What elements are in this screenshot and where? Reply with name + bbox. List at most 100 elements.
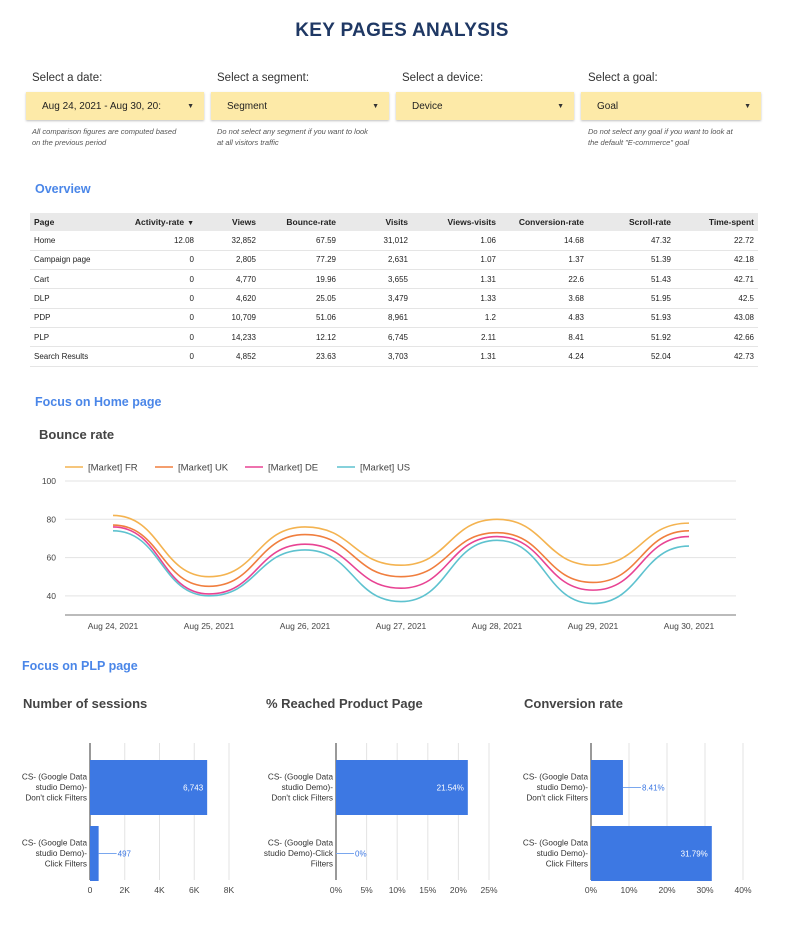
goal-value: Goal bbox=[597, 100, 619, 112]
table-cell: 51.43 bbox=[588, 269, 675, 290]
data-label: 21.54% bbox=[437, 784, 464, 793]
bar bbox=[591, 826, 712, 881]
table-cell: Home bbox=[30, 231, 108, 251]
table-cell: 14,233 bbox=[198, 327, 260, 348]
legend-item: [Market] US bbox=[337, 463, 410, 474]
x-tick-label: 6K bbox=[189, 885, 200, 895]
x-tick-label: 5% bbox=[360, 885, 373, 895]
table-cell: 23.63 bbox=[260, 346, 340, 367]
col-time-spent[interactable]: Time-spent bbox=[675, 213, 758, 231]
table-row[interactable]: DLP 0 4,620 25.05 3,479 1.33 3.68 51.95 42.5 bbox=[30, 288, 758, 309]
table-row[interactable]: Cart 0 4,770 19.96 3,655 1.31 22.6 51.43 42.71 bbox=[30, 269, 758, 290]
sessions-chart-title: Number of sessions bbox=[23, 696, 148, 711]
table-cell: 0 bbox=[108, 308, 198, 328]
table-cell: 43.08 bbox=[675, 308, 758, 328]
caret-down-icon: ▼ bbox=[187, 102, 194, 110]
table-cell: 42.73 bbox=[675, 346, 758, 367]
goal-label: Select a goal: bbox=[588, 72, 658, 84]
table-cell: 3,479 bbox=[340, 288, 412, 309]
table-cell: 3,703 bbox=[340, 346, 412, 367]
table-row[interactable]: Campaign page 0 2,805 77.29 2,631 1.07 1.37 51.… bbox=[30, 250, 758, 271]
table-cell: 52.04 bbox=[588, 346, 675, 367]
table-cell: 77.29 bbox=[260, 250, 340, 271]
table-cell: 1.2 bbox=[412, 308, 500, 328]
date-range-dropdown[interactable]: Aug 24, 2021 - Aug 30, 20: ▼ bbox=[26, 92, 204, 120]
table-cell: 1.37 bbox=[500, 250, 588, 271]
x-tick-label: 0 bbox=[88, 885, 93, 895]
table-cell: 1.33 bbox=[412, 288, 500, 309]
y-tick-label: 100 bbox=[42, 476, 56, 486]
y-tick-label: 60 bbox=[47, 553, 57, 563]
table-cell: PDP bbox=[30, 308, 108, 328]
table-cell: 22.72 bbox=[675, 231, 758, 251]
x-tick-label: 0% bbox=[330, 885, 343, 895]
col-views-visits[interactable]: Views-visits bbox=[412, 213, 500, 231]
table-cell: 4.24 bbox=[500, 346, 588, 367]
bar bbox=[90, 826, 99, 881]
series-line bbox=[112, 524, 690, 588]
col-conversion-rate[interactable]: Conversion-rate bbox=[500, 213, 588, 231]
device-label: Select a device: bbox=[402, 72, 484, 84]
data-label: 6,743 bbox=[183, 784, 204, 793]
table-cell: 22.6 bbox=[500, 269, 588, 290]
x-tick-label: Aug 27, 2021 bbox=[376, 621, 427, 631]
table-row[interactable]: Search Results 0 4,852 23.63 3,703 1.31 4.24 52… bbox=[30, 346, 758, 367]
col-activity-rate[interactable]: Activity-rate ▼ bbox=[108, 213, 198, 231]
legend-item: [Market] UK bbox=[155, 463, 229, 474]
x-tick-label: 0% bbox=[585, 885, 598, 895]
category-label: CS- (Google Data studio Demo)-Click Filter… bbox=[264, 839, 334, 869]
table-cell: 51.95 bbox=[588, 288, 675, 309]
table-cell: 8,961 bbox=[340, 308, 412, 328]
home-focus-heading: Focus on Home page bbox=[35, 395, 162, 409]
table-cell: 8.41 bbox=[500, 327, 588, 348]
x-tick-label: Aug 24, 2021 bbox=[88, 621, 139, 631]
table-cell: 47.32 bbox=[588, 231, 675, 251]
segment-dropdown[interactable]: Segment ▼ bbox=[211, 92, 389, 120]
x-tick-label: 2K bbox=[120, 885, 131, 895]
col-bounce-rate[interactable]: Bounce-rate bbox=[260, 213, 340, 231]
table-row[interactable]: Home 12.08 32,852 67.59 31,012 1.06 14.68 47.32… bbox=[30, 231, 758, 251]
table-cell: 4,770 bbox=[198, 269, 260, 290]
device-dropdown[interactable]: Device ▼ bbox=[396, 92, 574, 120]
goal-dropdown[interactable]: Goal ▼ bbox=[581, 92, 761, 120]
table-cell: 25.05 bbox=[260, 288, 340, 309]
category-label: CS- (Google Data studio Demo)-Don't click… bbox=[22, 773, 88, 803]
col-page[interactable]: Page bbox=[30, 213, 108, 231]
table-cell: 14.68 bbox=[500, 231, 588, 251]
col-views[interactable]: Views bbox=[198, 213, 260, 231]
col-visits[interactable]: Visits bbox=[340, 213, 412, 231]
table-cell: 1.31 bbox=[412, 346, 500, 367]
conversion-chart-title: Conversion rate bbox=[524, 696, 623, 711]
legend-label: [Market] FR bbox=[88, 463, 138, 474]
category-label: CS- (Google Data studio Demo)-Click Filte… bbox=[22, 839, 88, 869]
reached-product-bar-chart: 0% 5% 10% 15% 20% 25% CS- (Google Data studio D… bbox=[264, 743, 498, 895]
overview-table: Page Activity-rate ▼ Views Bounce-rate Vi… bbox=[30, 213, 758, 367]
data-label: 0% bbox=[355, 850, 367, 859]
x-tick-label: 40% bbox=[734, 885, 751, 895]
x-tick-label: Aug 26, 2021 bbox=[280, 621, 331, 631]
table-cell: 1.06 bbox=[412, 231, 500, 251]
table-cell: Search Results bbox=[30, 346, 108, 367]
table-cell: Campaign page bbox=[30, 250, 108, 271]
segment-value: Segment bbox=[227, 100, 268, 112]
x-tick-label: 4K bbox=[154, 885, 165, 895]
x-tick-label: 10% bbox=[389, 885, 406, 895]
col-scroll-rate[interactable]: Scroll-rate bbox=[588, 213, 675, 231]
table-cell: 31,012 bbox=[340, 231, 412, 251]
table-cell: 42.66 bbox=[675, 327, 758, 348]
x-tick-label: 25% bbox=[480, 885, 497, 895]
data-label: 8.41% bbox=[642, 784, 665, 793]
x-tick-label: 30% bbox=[696, 885, 713, 895]
table-cell: 42.71 bbox=[675, 269, 758, 290]
table-cell: 2.11 bbox=[412, 327, 500, 348]
table-cell: 0 bbox=[108, 288, 198, 309]
series-line bbox=[112, 526, 690, 595]
segment-label: Select a segment: bbox=[217, 72, 310, 84]
table-cell: PLP bbox=[30, 327, 108, 348]
conversion-bar-chart: 0% 10% 20% 30% 40% CS- (Google Data studio Dem… bbox=[523, 743, 752, 895]
bar bbox=[90, 760, 208, 815]
series-line bbox=[112, 514, 690, 578]
caret-down-icon: ▼ bbox=[372, 102, 379, 110]
table-row[interactable]: PDP 0 10,709 51.06 8,961 1.2 4.83 51.93 43.08 bbox=[30, 308, 758, 328]
table-row[interactable]: PLP 0 14,233 12.12 6,745 2.11 8.41 51.92 42.66 bbox=[30, 327, 758, 348]
